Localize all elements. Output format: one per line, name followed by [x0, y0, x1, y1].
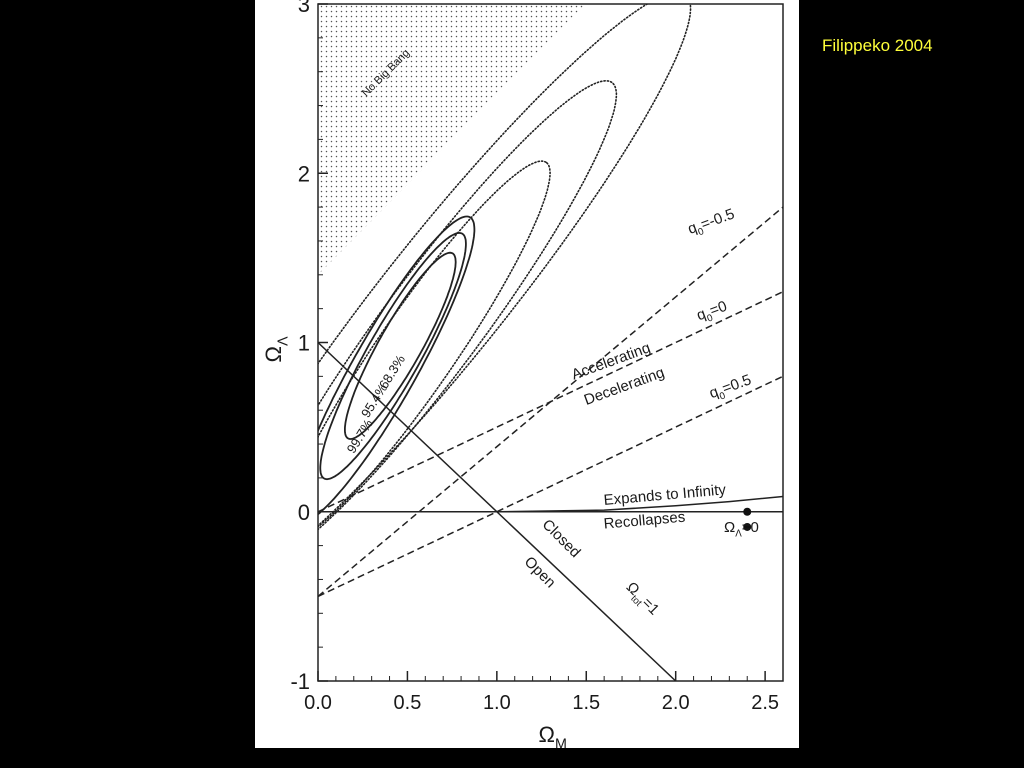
contour-dotted-2	[318, 79, 618, 531]
x-tick-label: 0.5	[394, 692, 422, 714]
credit-text: Filippeko 2004	[822, 36, 933, 55]
label-open: Open	[521, 553, 559, 591]
line-q0-plus	[318, 375, 783, 598]
label-omega-lambda-zero: ΩΛ=0	[724, 519, 759, 540]
contour-solid-68	[344, 251, 457, 440]
omega-lambda-zero-marker	[743, 522, 752, 531]
line-q0-zero	[318, 291, 783, 513]
label-q0-zero: q0=0	[694, 298, 730, 328]
y-tick-label: 1	[298, 331, 310, 356]
contour-dotted-3	[318, 4, 692, 527]
contour-label-solid-95: 95.4%	[358, 381, 390, 421]
x-tick-label: 1.5	[572, 692, 600, 714]
label-q0-minus: q0=-0.5	[686, 205, 738, 241]
cosmology-constraint-chart: No Big Bang 0.0 0.5 1.0 1.5 2.0 2.5 -1 0 1 2 3 ΩM ΩΛ…	[261, 0, 784, 753]
omega-lambda-zero-marker	[743, 507, 752, 516]
label-flat: Ωtot=1	[620, 579, 662, 621]
plot-axes: 0.0 0.5 1.0 1.5 2.0 2.5 -1 0 1 2 3 ΩM ΩΛ	[261, 0, 784, 753]
label-expands: Expands to Infinity	[603, 481, 727, 509]
label-closed: Closed	[539, 516, 584, 561]
x-tick-label: 1.0	[483, 692, 511, 714]
x-axis-label: ΩM	[539, 722, 567, 748]
annotation-labels: q0=-0.5q0=0q0=0.5AcceleratingDeceleratin…	[344, 205, 759, 621]
y-axis-label: ΩΛ	[261, 336, 292, 362]
x-tick-label: 2.5	[751, 692, 779, 714]
y-tick-label: 2	[298, 161, 310, 186]
x-tick-label: 0.0	[304, 692, 332, 714]
line-expansion-boundary	[496, 495, 783, 513]
no-big-bang-dots	[318, 4, 587, 275]
y-tick-label: -1	[290, 669, 310, 694]
contour-solid-99	[318, 215, 476, 516]
y-tick-label: 3	[298, 0, 310, 17]
figure-panel: No Big Bang 0.0 0.5 1.0 1.5 2.0 2.5 -1 0 1 2 3 ΩM ΩΛ…	[255, 0, 799, 753]
y-tick-label: 0	[298, 500, 310, 525]
confidence-contours	[318, 4, 692, 531]
contour-dotted-1	[318, 160, 551, 528]
model-lines	[318, 206, 783, 681]
x-tick-label: 2.0	[662, 692, 690, 714]
no-big-bang-region: No Big Bang	[318, 4, 587, 275]
contour-solid-95	[319, 231, 467, 481]
